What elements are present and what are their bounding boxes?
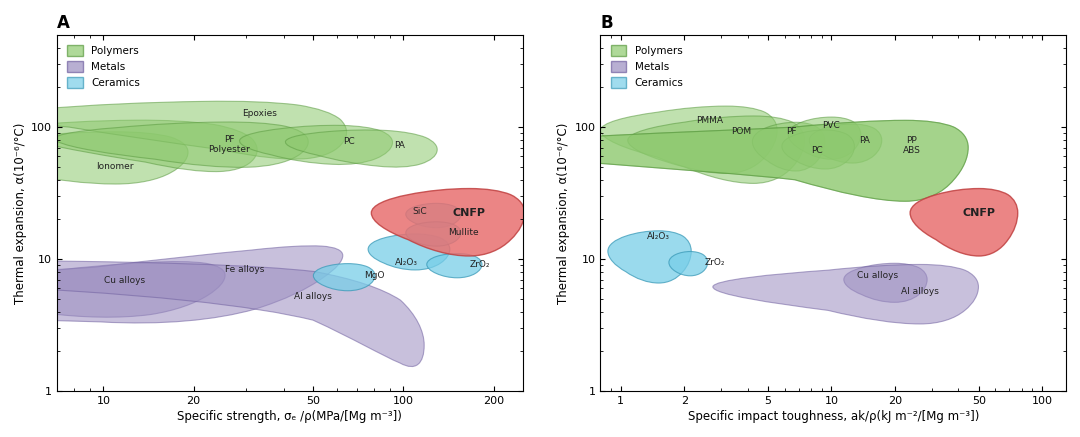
Text: Cu alloys: Cu alloys	[858, 271, 899, 280]
Text: Ionomer: Ionomer	[96, 162, 134, 171]
Ellipse shape	[406, 203, 461, 228]
X-axis label: Specific strength, σₑ /ρ(MPa/[Mg m⁻³]): Specific strength, σₑ /ρ(MPa/[Mg m⁻³])	[177, 410, 402, 423]
Text: PC: PC	[343, 137, 355, 146]
Text: ABS: ABS	[903, 146, 920, 155]
Text: PF
Polyester: PF Polyester	[208, 135, 251, 154]
Text: Fe alloys: Fe alloys	[225, 265, 264, 274]
Ellipse shape	[0, 246, 342, 323]
Text: Al alloys: Al alloys	[901, 287, 939, 296]
Ellipse shape	[474, 120, 968, 201]
Ellipse shape	[0, 261, 225, 317]
Text: A: A	[57, 14, 70, 32]
Text: Al alloys: Al alloys	[295, 291, 333, 301]
Text: Al₂O₃: Al₂O₃	[395, 258, 418, 267]
Ellipse shape	[474, 120, 968, 201]
Legend: Polymers, Metals, Ceramics: Polymers, Metals, Ceramics	[63, 40, 146, 94]
Text: PVC: PVC	[823, 121, 840, 130]
Text: POM: POM	[731, 127, 751, 135]
Y-axis label: Thermal expansion, α(10⁻⁶/°C): Thermal expansion, α(10⁻⁶/°C)	[557, 122, 570, 304]
Text: MgO: MgO	[364, 271, 384, 280]
X-axis label: Specific impact toughness, ak/ρ(kJ m⁻²/[Mg m⁻³]): Specific impact toughness, ak/ρ(kJ m⁻²/[…	[688, 410, 978, 423]
Text: Epoxies: Epoxies	[242, 109, 276, 118]
Text: Mullite: Mullite	[448, 228, 478, 237]
Ellipse shape	[910, 189, 1017, 256]
Ellipse shape	[313, 264, 375, 291]
Ellipse shape	[406, 222, 461, 246]
Ellipse shape	[427, 253, 482, 278]
Y-axis label: Thermal expansion, α(10⁻⁶/°C): Thermal expansion, α(10⁻⁶/°C)	[14, 122, 27, 304]
Ellipse shape	[713, 264, 978, 324]
Ellipse shape	[782, 130, 854, 169]
Text: PMMA: PMMA	[696, 116, 723, 125]
Ellipse shape	[0, 101, 347, 159]
Ellipse shape	[54, 122, 308, 167]
Text: PA: PA	[859, 136, 869, 145]
Text: PA: PA	[394, 141, 405, 150]
Ellipse shape	[240, 125, 392, 164]
Ellipse shape	[788, 117, 861, 159]
Ellipse shape	[368, 234, 450, 270]
Ellipse shape	[3, 120, 257, 172]
Ellipse shape	[600, 106, 778, 173]
Ellipse shape	[627, 116, 805, 184]
Text: SiC: SiC	[413, 207, 428, 216]
Ellipse shape	[809, 124, 881, 163]
Ellipse shape	[0, 132, 188, 184]
Text: PC: PC	[811, 146, 823, 155]
Ellipse shape	[843, 263, 927, 302]
Ellipse shape	[372, 189, 525, 256]
Text: CNFP: CNFP	[962, 208, 996, 218]
Text: CNFP: CNFP	[453, 208, 486, 218]
Text: ZrO₂: ZrO₂	[705, 258, 726, 267]
Ellipse shape	[669, 252, 707, 276]
Ellipse shape	[0, 259, 424, 367]
Text: B: B	[600, 14, 613, 32]
Text: PP: PP	[906, 136, 917, 145]
Ellipse shape	[285, 130, 437, 167]
Text: ZrO₂: ZrO₂	[470, 260, 489, 269]
Ellipse shape	[608, 231, 691, 283]
Text: Cu alloys: Cu alloys	[104, 276, 145, 285]
Text: Al₂O₃: Al₂O₃	[647, 232, 671, 241]
Text: PF: PF	[786, 127, 797, 135]
Legend: Polymers, Metals, Ceramics: Polymers, Metals, Ceramics	[606, 40, 689, 94]
Ellipse shape	[753, 122, 825, 171]
